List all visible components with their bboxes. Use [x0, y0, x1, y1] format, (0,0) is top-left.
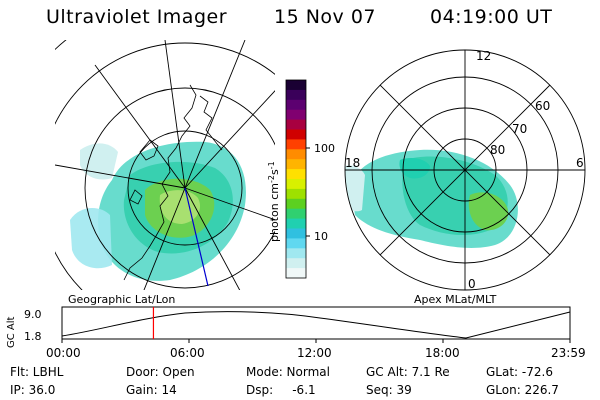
colorbar-band: [286, 89, 306, 101]
left-map-label: Geographic Lat/Lon: [68, 293, 175, 306]
mlat-label-80: 80: [490, 143, 505, 157]
colorbar-band: [286, 248, 306, 259]
colorbar-band: [286, 159, 306, 170]
date-label: 15 Nov 07: [274, 6, 377, 28]
mlt-label-6: 6: [576, 156, 584, 170]
alt-axis-label: GC Alt: [6, 316, 17, 348]
info-mode: Mode: Normal: [246, 365, 330, 379]
info-flt: Flt: LBHL: [10, 365, 64, 379]
lon-lines-left: [55, 40, 275, 290]
mlt-label-0: 0: [468, 277, 476, 291]
altitude-curve: [61, 311, 571, 339]
right-map-label: Apex MLat/MLT: [414, 293, 497, 306]
info-gain: Gain: 14: [126, 383, 177, 397]
colorbar-tick-10: 10: [314, 230, 328, 243]
magnetic-map: 12 18 6 0 60 70 80: [344, 49, 586, 291]
altitude-plot: 9.0 1.8 GC Alt 00:00 06:00 12:00 18:00 2…: [6, 306, 586, 360]
mlt-label-12: 12: [476, 49, 491, 63]
info-gc-alt: GC Alt: 7.1 Re: [366, 365, 450, 379]
geographic-map: [55, 40, 275, 290]
alt-tick-9: 9.0: [24, 308, 42, 321]
colorbar-tick-100: 100: [314, 142, 335, 155]
colorbar-band: [286, 80, 306, 91]
colorbar-band: [286, 139, 306, 150]
time-tick-1200: 12:00: [297, 346, 332, 360]
time-tick-2359: 23:59: [551, 346, 586, 360]
colorbar-band: [286, 238, 306, 249]
colorbar-band: [286, 258, 306, 269]
colorbar-band: [286, 129, 306, 140]
mlat-label-70: 70: [512, 122, 527, 136]
colorbar-band: [286, 188, 306, 200]
colorbar-band: [286, 109, 306, 121]
mlt-lines: [345, 50, 585, 290]
time-tick-0600: 06:00: [170, 346, 205, 360]
instrument-title: Ultraviolet Imager: [46, 6, 228, 28]
alt-tick-1-8: 1.8: [24, 330, 42, 343]
colorbar-band: [286, 169, 306, 180]
colorbar-band: [286, 208, 306, 220]
info-glat: GLat: -72.6: [486, 365, 553, 379]
colorbar: [286, 80, 306, 279]
colorbar-band: [286, 179, 306, 190]
colorbar-band: [286, 198, 306, 210]
mlt-label-18: 18: [345, 156, 360, 170]
info-door: Door: Open: [126, 365, 195, 379]
info-glon: GLon: 226.7: [486, 383, 559, 397]
info-ip: IP: 36.0: [10, 383, 56, 397]
lat-circles-left: [55, 40, 275, 290]
colorbar-band: [286, 228, 306, 239]
colorbar-band: [286, 149, 306, 160]
coastline-left: [123, 84, 223, 281]
time-tick-0000: 00:00: [46, 346, 81, 360]
time-tick-1800: 18:00: [425, 346, 460, 360]
colorbar-band: [286, 119, 306, 130]
info-dsp: Dsp: -6.1: [246, 383, 316, 397]
colorbar-band: [286, 218, 306, 229]
terminator-line: [184, 187, 209, 287]
colorbar-band: [286, 268, 306, 279]
colorbar-unit-label: photon cm-2s-1: [267, 161, 281, 242]
colorbar-band: [286, 99, 306, 111]
info-seq: Seq: 39: [366, 383, 412, 397]
time-label: 04:19:00 UT: [430, 6, 553, 28]
mlat-label-60: 60: [535, 99, 550, 113]
